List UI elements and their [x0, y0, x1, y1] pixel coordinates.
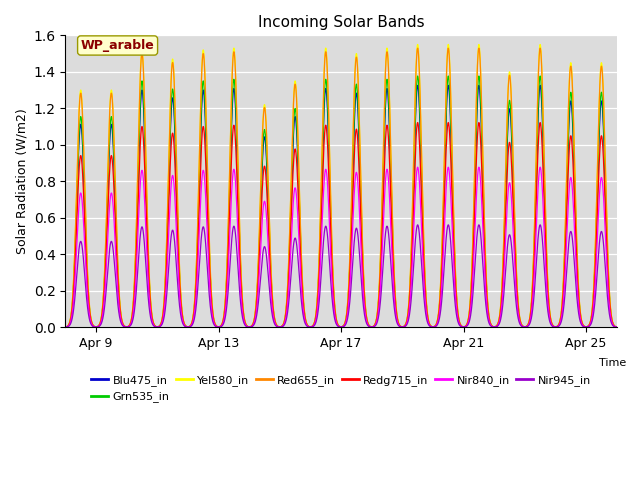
Legend: Blu475_in, Grn535_in, Yel580_in, Red655_in, Redg715_in, Nir840_in, Nir945_in: Blu475_in, Grn535_in, Yel580_in, Red655_…	[87, 371, 595, 407]
Y-axis label: Solar Radiation (W/m2): Solar Radiation (W/m2)	[15, 108, 28, 254]
Text: WP_arable: WP_arable	[81, 39, 154, 52]
Text: Time: Time	[598, 358, 626, 368]
Title: Incoming Solar Bands: Incoming Solar Bands	[258, 15, 424, 30]
